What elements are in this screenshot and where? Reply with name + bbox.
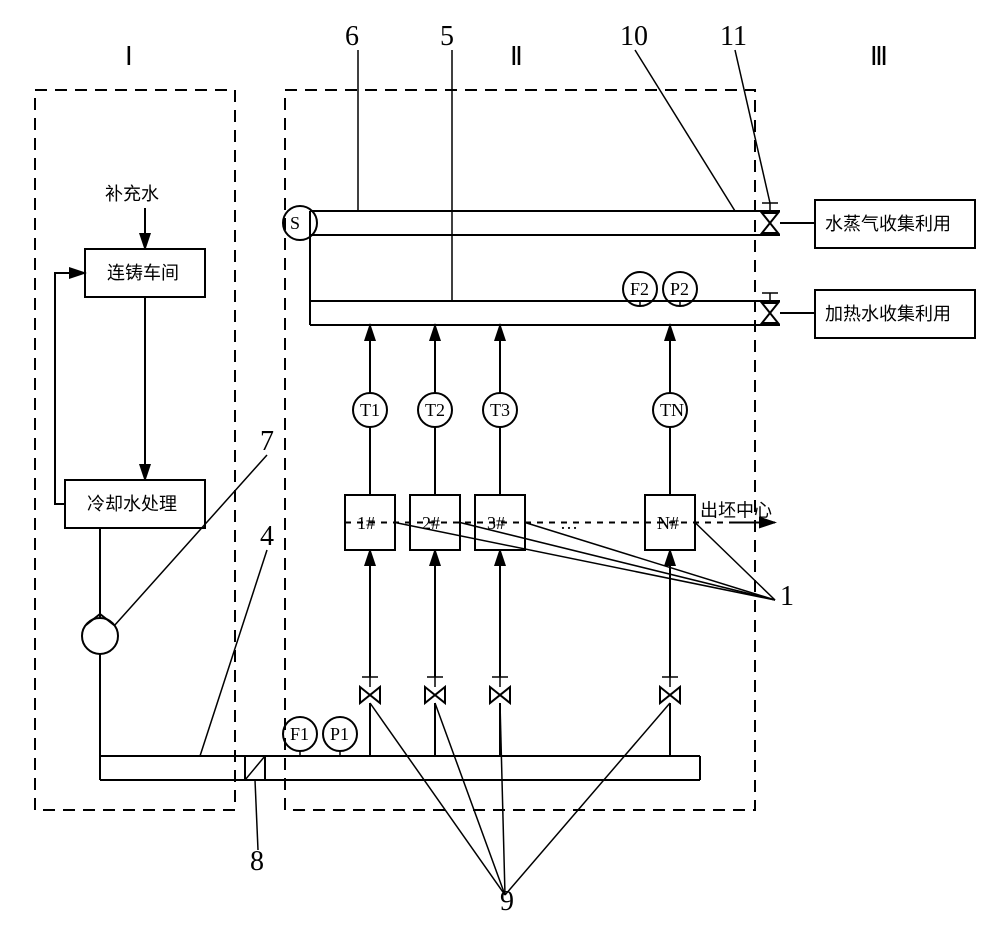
section-2-label: Ⅱ — [510, 42, 523, 71]
callout-9-leader — [505, 703, 670, 895]
callout-8-leader — [255, 780, 258, 850]
makeup-water-label: 补充水 — [105, 184, 159, 204]
callout-11-leader — [735, 50, 770, 203]
sensor-s-label: S — [290, 213, 300, 233]
section-2-boundary — [285, 90, 755, 810]
callout-1: 1 — [780, 581, 794, 612]
hotwater-collect-label: 加热水收集利用 — [825, 304, 951, 324]
steam-collect-label: 水蒸气收集利用 — [825, 214, 951, 234]
sensor-t1-label: T1 — [360, 400, 380, 420]
callout-5: 5 — [440, 21, 454, 52]
cooling-treat-label: 冷却水处理 — [87, 494, 177, 514]
sensor-p2-label: P2 — [670, 279, 689, 299]
sensor-t3-label: T3 — [490, 400, 510, 420]
callout-7: 7 — [260, 426, 274, 457]
sensor-t4-label: TN — [660, 400, 684, 420]
sensor-f2-label: F2 — [630, 279, 649, 299]
callout-11: 11 — [720, 21, 747, 52]
callout-9-leader — [370, 703, 505, 895]
billet-out-label: 出坯中心 — [700, 501, 772, 521]
callout-9-leader — [435, 703, 505, 895]
return-loop-line — [55, 273, 85, 504]
sensor-f1-label: F1 — [290, 724, 309, 744]
callout-10: 10 — [620, 21, 648, 52]
callout-10-leader — [635, 50, 735, 211]
callout-9-leader — [500, 703, 505, 895]
section-3-label: Ⅲ — [870, 42, 888, 71]
callout-4: 4 — [260, 521, 274, 552]
section-1-label: Ⅰ — [125, 42, 133, 71]
callout-6: 6 — [345, 21, 359, 52]
sensor-t2-label: T2 — [425, 400, 445, 420]
callout-1-leader — [460, 523, 775, 601]
callout-1-leader — [395, 523, 775, 601]
sensor-p1-label: P1 — [330, 724, 349, 744]
cast-shop-label: 连铸车间 — [107, 263, 179, 283]
process-flow-diagram: ⅠⅡⅢ补充水连铸车间冷却水处理F1P11#T12#T23#T3N#TN…出坯中心… — [0, 0, 1000, 944]
callout-4-leader — [200, 550, 267, 756]
callout-8: 8 — [250, 846, 264, 877]
